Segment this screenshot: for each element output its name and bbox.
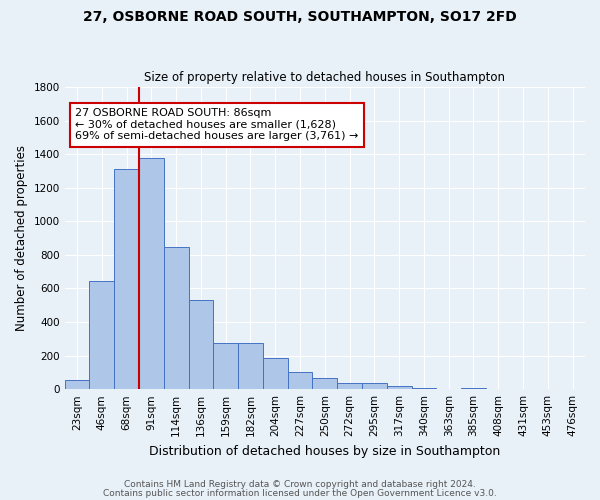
Bar	[238, 343, 263, 389]
Bar	[263, 358, 287, 389]
Bar	[164, 248, 188, 389]
Bar	[337, 384, 362, 389]
Bar	[139, 158, 164, 389]
Bar	[313, 378, 337, 389]
Bar	[214, 343, 238, 389]
Bar	[412, 388, 436, 389]
Text: Contains public sector information licensed under the Open Government Licence v3: Contains public sector information licen…	[103, 489, 497, 498]
Bar	[114, 170, 139, 389]
Bar	[65, 380, 89, 389]
Bar	[287, 372, 313, 389]
Text: Contains HM Land Registry data © Crown copyright and database right 2024.: Contains HM Land Registry data © Crown c…	[124, 480, 476, 489]
Title: Size of property relative to detached houses in Southampton: Size of property relative to detached ho…	[145, 72, 505, 85]
Bar	[461, 388, 486, 389]
Bar	[188, 300, 214, 389]
Bar	[362, 384, 387, 389]
Y-axis label: Number of detached properties: Number of detached properties	[15, 145, 28, 331]
Bar	[89, 281, 114, 389]
Bar	[387, 386, 412, 389]
Text: 27 OSBORNE ROAD SOUTH: 86sqm
← 30% of detached houses are smaller (1,628)
69% of: 27 OSBORNE ROAD SOUTH: 86sqm ← 30% of de…	[75, 108, 358, 142]
Text: 27, OSBORNE ROAD SOUTH, SOUTHAMPTON, SO17 2FD: 27, OSBORNE ROAD SOUTH, SOUTHAMPTON, SO1…	[83, 10, 517, 24]
X-axis label: Distribution of detached houses by size in Southampton: Distribution of detached houses by size …	[149, 444, 500, 458]
